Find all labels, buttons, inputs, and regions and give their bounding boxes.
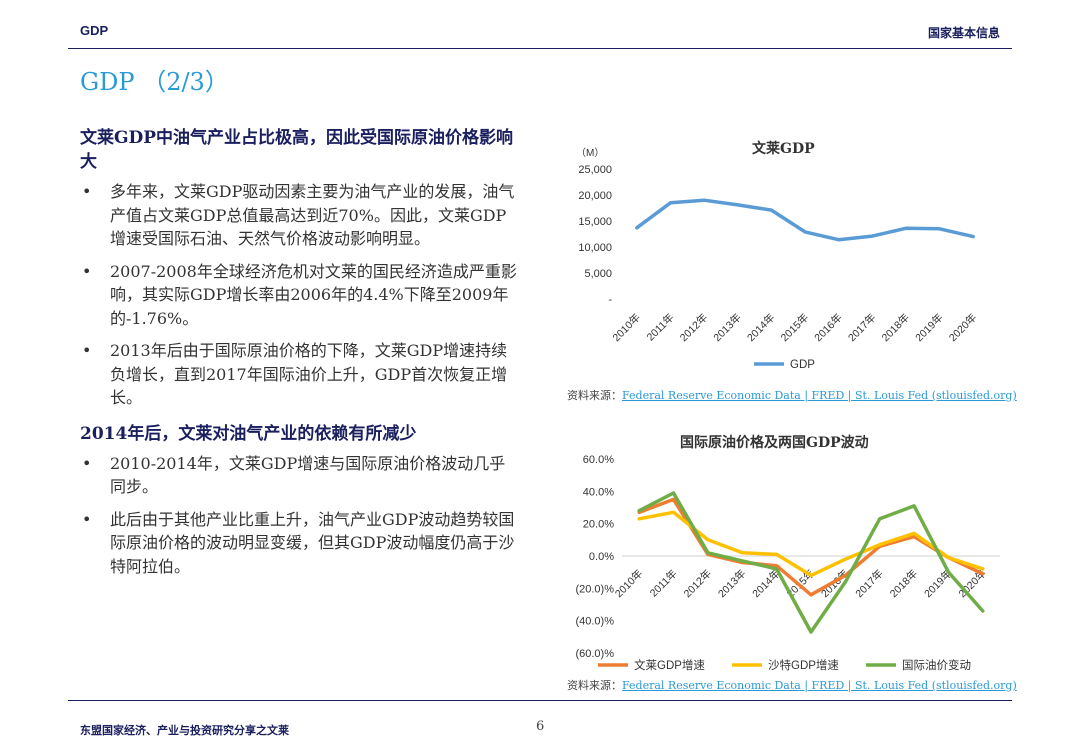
header-category-label: 国家基本信息: [927, 26, 1000, 40]
volatility-line-chart: (60.0)% (40.0)% (20.0)% 0.0% 20.0% 40.0% 60.0%…: [575, 454, 1000, 672]
bullet-item: 此后由于其他产业比重上升，油气产业GDP波动趋势较国际原油价格的波动明显变缓，但…: [80, 508, 520, 579]
x-tick-label: 2019年: [913, 311, 946, 344]
y-tick-label: (40.0)%: [575, 616, 614, 628]
x-tick-label: 2017年: [845, 311, 878, 344]
y-tick-label: 20,000: [578, 190, 612, 202]
legend-label: 沙特GDP增速: [768, 658, 839, 672]
y-tick-label: (60.0)%: [575, 648, 614, 660]
chart-title: 国际原油价格及两国GDP波动: [680, 435, 869, 451]
footer-caption: 东盟国家经济、产业与投资研究分享之文莱: [80, 724, 289, 737]
x-tick-label: 2010年: [610, 311, 643, 344]
section-heading: 文莱GDP中油气产业占比极高，因此受国际原油价格影响大: [80, 128, 514, 172]
x-tick-label: 2015年: [778, 311, 811, 344]
text-column: 文莱GDP中油气产业占比极高，因此受国际原油价格影响大 多年来，文莱GDP驱动因…: [80, 126, 520, 590]
y-tick-label: 15,000: [578, 216, 612, 228]
bullet-list: 多年来，文莱GDP驱动因素主要为油气产业的发展，油气产值占文莱GDP总值最高达到…: [80, 180, 520, 410]
source-link[interactable]: Federal Reserve Economic Data | FRED | S…: [622, 389, 1017, 402]
y-tick-label: 0.0%: [589, 551, 614, 563]
x-tick-label: 2017年: [853, 567, 886, 600]
y-tick-label: 10,000: [578, 242, 612, 254]
y-tick-label: 40.0%: [583, 486, 614, 498]
x-tick-label: 2016年: [812, 311, 845, 344]
x-tick-label: 2011年: [644, 311, 677, 344]
bullet-item: 2007-2008年全球经济危机对文莱的国民经济造成严重影响，其实际GDP增长率…: [80, 260, 520, 331]
legend-label: GDP: [790, 359, 815, 371]
x-tick-label: 2012年: [681, 567, 714, 600]
source-prefix: 资料来源：: [567, 679, 622, 692]
x-tick-label: 2020年: [946, 311, 979, 344]
axis-unit-label: （M）: [576, 147, 604, 159]
y-tick-label: -: [608, 294, 612, 306]
bullet-item: 2013年后由于国际原油价格的下降，文莱GDP增速持续负增长，直到2017年国际…: [80, 339, 520, 410]
x-tick-label: 2018年: [879, 311, 912, 344]
legend-label: 国际油价变动: [902, 658, 971, 672]
bullet-list: 2010-2014年，文莱GDP增速与国际原油价格波动几乎同步。 此后由于其他产…: [80, 452, 520, 579]
y-tick-label: 20.0%: [583, 519, 614, 531]
x-tick-label: 2018年: [887, 567, 920, 600]
bullet-item: 多年来，文莱GDP驱动因素主要为油气产业的发展，油气产值占文莱GDP总值最高达到…: [80, 180, 520, 251]
x-tick-label: 2010年: [612, 567, 645, 600]
chart-source: 资料来源：Federal Reserve Economic Data | FRE…: [567, 677, 1017, 693]
legend-label: 文莱GDP增速: [634, 658, 705, 672]
chart-title: 文莱GDP: [752, 141, 815, 157]
header-rule: [68, 48, 1012, 49]
page-number: 6: [536, 719, 545, 734]
source-link[interactable]: Federal Reserve Economic Data | FRED | S…: [622, 679, 1017, 692]
x-tick-label: 2014年: [744, 311, 777, 344]
bullet-item: 2010-2014年，文莱GDP增速与国际原油价格波动几乎同步。: [80, 452, 520, 499]
series-line: [637, 491, 985, 634]
x-tick-label: 2013年: [715, 567, 748, 600]
series-line: [635, 198, 975, 242]
x-tick-label: 2012年: [677, 311, 710, 344]
page-title: GDP （2/3）: [80, 68, 229, 96]
y-tick-label: (20.0)%: [575, 583, 614, 595]
footer-rule: [68, 700, 1012, 701]
x-tick-label: 2011年: [647, 567, 680, 600]
y-tick-label: 25,000: [578, 164, 612, 176]
y-tick-label: 60.0%: [583, 454, 614, 466]
x-tick-label: 2013年: [711, 311, 744, 344]
section-heading: 2014年后，文莱对油气产业的依赖有所减少: [80, 423, 417, 444]
header-section-label: GDP: [80, 23, 109, 38]
chart-source: 资料来源：Federal Reserve Economic Data | FRE…: [567, 387, 1017, 403]
y-tick-label: 5,000: [584, 268, 612, 280]
source-prefix: 资料来源：: [567, 389, 622, 402]
